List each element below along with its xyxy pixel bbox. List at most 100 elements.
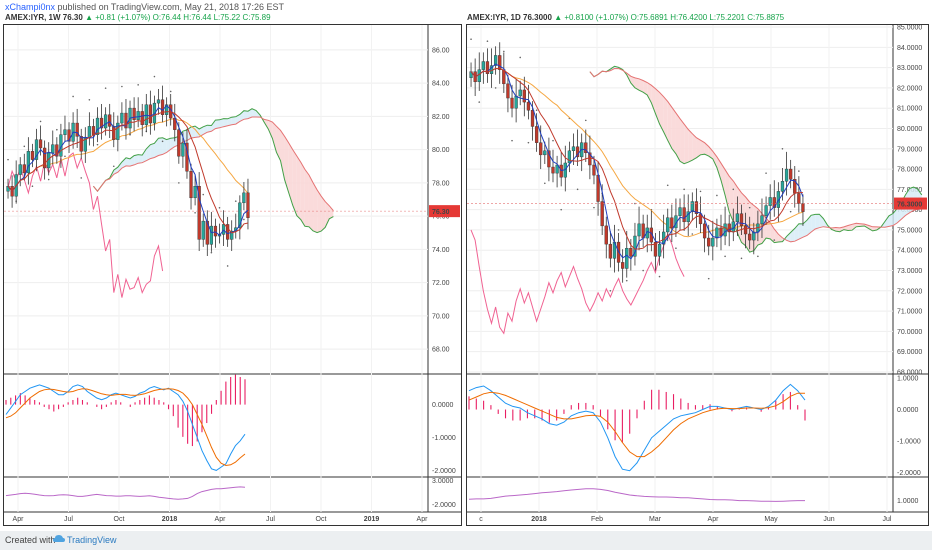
candle-body (543, 150, 547, 156)
candle-body (99, 117, 104, 129)
ichimoku-cloud-segment (721, 163, 726, 196)
candle-body (801, 203, 805, 212)
ichimoku-cloud-segment (807, 215, 812, 236)
ichimoku-cloud-segment (272, 122, 277, 153)
candle-body (575, 146, 580, 158)
ichimoku-cloud-segment (708, 146, 713, 159)
psar-dot (552, 139, 554, 142)
candle-body (666, 217, 670, 233)
candle-body (600, 201, 604, 227)
daily-change-value: +0.8100 (+1.07%) (564, 13, 629, 22)
ichimoku-cloud-segment (811, 214, 816, 233)
daily-low: L:75.2201 (709, 13, 745, 22)
time-tick-label: May (764, 516, 778, 523)
psar-dot (748, 206, 751, 209)
price-tick-label: 82.0000 (897, 85, 922, 92)
rsi-tick-label: -2.0000 (432, 502, 456, 509)
chikou-span (470, 229, 685, 335)
price-tick-label: 72.0000 (897, 288, 922, 295)
price-tick-label: 80.0000 (897, 126, 922, 133)
ichimoku-cloud-segment (684, 124, 689, 164)
weekly-close: C:75.89 (242, 13, 271, 22)
candle-body (789, 168, 793, 180)
candle-body (26, 151, 30, 174)
candle-body (238, 202, 242, 228)
price-tick-label: 68.0000 (897, 369, 922, 376)
candle-body (498, 55, 502, 70)
last-price-label: 76.30 (432, 209, 450, 216)
ichimoku-cloud-segment (647, 82, 652, 103)
candle-body (592, 164, 596, 176)
psar-dot (707, 277, 710, 280)
time-tick-label: Jul (266, 516, 275, 523)
candle-body (735, 213, 740, 223)
weekly-low: L:75.22 (213, 13, 241, 22)
ichimoku-cloud-segment (639, 78, 644, 93)
price-tick-label: 84.0000 (897, 45, 922, 52)
last-price-label: 76.3000 (897, 202, 922, 209)
tradingview-brand[interactable]: TradingView (67, 535, 117, 545)
time-tick-label: Apr (417, 516, 429, 523)
ichimoku-cloud-segment (162, 137, 167, 155)
price-tick-label: 74.0000 (897, 248, 922, 255)
time-tick-label: 2018 (162, 516, 178, 523)
ichimoku-cloud-segment (749, 202, 754, 253)
psar-dot (716, 194, 718, 197)
tradingview-cloud-icon (53, 534, 65, 544)
candle-body (739, 213, 744, 227)
ichimoku-cloud-segment (774, 229, 779, 243)
ichimoku-cloud-segment (142, 148, 147, 163)
psar-dot (724, 255, 726, 258)
price-tick-label: 81.0000 (897, 106, 922, 113)
ichimoku-cloud-segment (308, 175, 314, 231)
last-price-marker (429, 205, 460, 218)
ichimoku-cloud-segment (134, 154, 139, 165)
candle-body (205, 220, 209, 245)
candle-body (242, 192, 246, 204)
ichimoku-cloud-segment (292, 149, 297, 216)
ichimoku-cloud-segment (268, 120, 273, 139)
author-name[interactable]: xChampi0nx (5, 2, 56, 12)
psar-dot (740, 257, 743, 260)
ichimoku-cloud-segment (716, 156, 721, 181)
ichimoku-cloud-segment (199, 126, 204, 137)
moving-average-line (470, 67, 804, 238)
psar-dot (39, 120, 42, 123)
weekly-change-value: +0.81 (+1.07%) (95, 13, 151, 22)
daily-last: 76.3000 (523, 13, 552, 22)
psar-dot (161, 140, 164, 143)
psar-dot (609, 290, 612, 292)
psar-dot (691, 233, 694, 235)
candle-body (760, 215, 764, 225)
psar-dot (535, 109, 538, 112)
candle-body (510, 97, 514, 109)
macd-tick-label: -2.0000 (432, 468, 456, 475)
candle-body (715, 227, 719, 239)
daily-change: ▲ +0.8100 (+1.07%) (554, 13, 629, 22)
psar-dot (519, 56, 522, 59)
ichimoku-cloud-segment (692, 133, 697, 161)
ichimoku-cloud-segment (856, 223, 861, 227)
psar-dot (88, 98, 91, 101)
candle-body (584, 142, 588, 154)
ichimoku-cloud-segment (725, 169, 730, 212)
ichimoku-cloud-segment (117, 162, 122, 173)
psar-dot (153, 75, 156, 78)
ichimoku-cloud-segment (223, 118, 228, 127)
candle-body (690, 201, 694, 212)
psar-dot (72, 95, 74, 98)
psar-dot (781, 147, 784, 150)
time-tick-label: Oct (316, 516, 327, 523)
psar-dot (470, 38, 472, 41)
macd-line (5, 384, 246, 471)
candle-body (165, 104, 169, 115)
candle-body (481, 61, 485, 70)
time-tick-label: Apr (708, 516, 720, 523)
ichimoku-cloud-segment (207, 125, 212, 133)
psar-dot (642, 269, 644, 272)
candle-body (797, 193, 801, 204)
price-tick-label: 70.0000 (897, 329, 922, 336)
candle-body (711, 237, 715, 247)
